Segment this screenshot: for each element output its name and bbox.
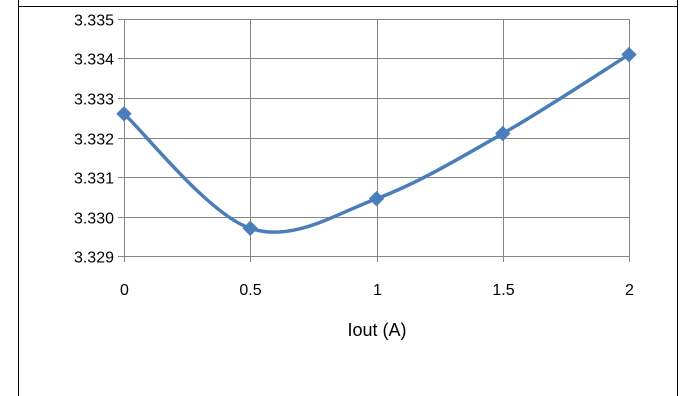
data-point-marker <box>621 46 637 63</box>
gridlines <box>118 19 630 262</box>
x-axis-title: Iout (A) <box>347 320 406 340</box>
y-tick-label: 3.333 <box>74 92 114 109</box>
y-axis-ticks: 3.329 3.330 3.331 3.332 3.333 3.334 3.335 <box>74 13 114 267</box>
data-point-marker <box>116 106 132 122</box>
y-tick-label: 3.329 <box>74 250 114 267</box>
data-point-marker <box>495 125 511 142</box>
y-tick-label: 3.331 <box>74 171 114 188</box>
y-tick-label: 3.334 <box>74 52 114 69</box>
data-point-marker <box>242 220 258 237</box>
y-tick-label: 3.330 <box>74 211 114 228</box>
x-axis-ticks: 0 0.5 1 1.5 2 <box>120 282 634 299</box>
x-tick-label: 0.5 <box>239 282 261 299</box>
x-tick-label: 1 <box>373 282 382 299</box>
series-markers <box>116 46 637 237</box>
x-tick-label: 2 <box>625 282 634 299</box>
x-tick-label: 1.5 <box>492 282 514 299</box>
y-tick-label: 3.332 <box>74 132 114 149</box>
data-point-marker <box>368 191 385 207</box>
x-tick-label: 0 <box>120 282 129 299</box>
y-tick-label: 3.335 <box>74 13 114 30</box>
